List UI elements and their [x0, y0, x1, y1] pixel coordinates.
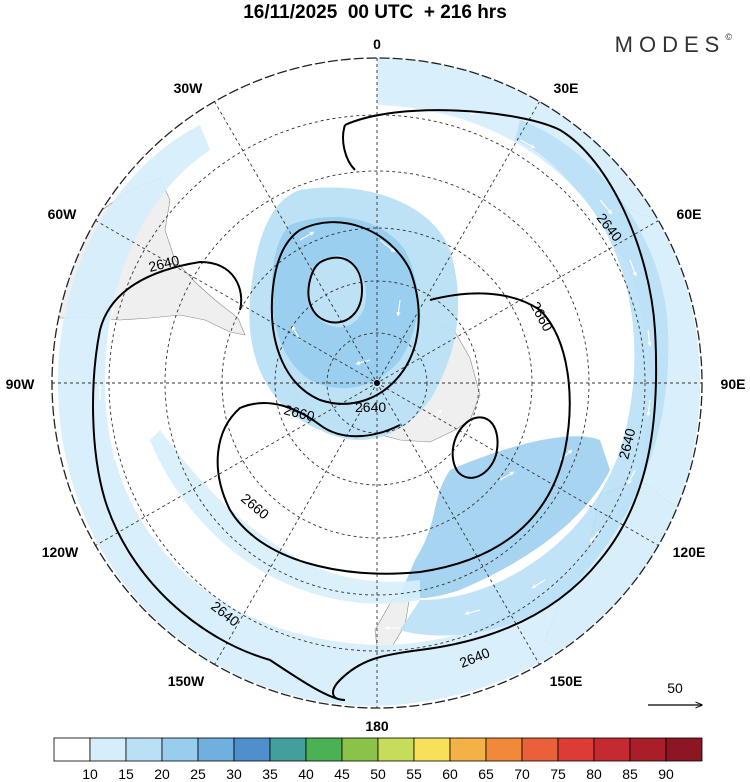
wind-arrow — [589, 529, 601, 543]
wind-arrow — [226, 591, 241, 601]
colorbar-swatch — [521, 737, 559, 762]
shade-upper-cyclone-core — [271, 217, 418, 389]
colorbar-tick-label: 40 — [298, 766, 314, 782]
colorbar-swatch — [557, 737, 595, 762]
colorbar-tick-label: 85 — [622, 766, 638, 782]
colorbar-tick-label: 70 — [514, 766, 530, 782]
wind-arrows — [97, 109, 652, 631]
colorbar-swatch — [485, 737, 523, 762]
wind-arrow — [109, 305, 116, 321]
wind-arrow — [379, 239, 396, 253]
wind-arrow — [519, 139, 536, 149]
colorbar-swatch — [89, 737, 127, 762]
lon-label-60w: 60W — [48, 206, 78, 222]
colorbar-tick-label: 25 — [190, 766, 206, 782]
colorbar-tick-label: 35 — [262, 766, 278, 782]
colorbar-tick-label: 20 — [154, 766, 170, 782]
colorbar-tick-label: 10 — [82, 766, 98, 782]
wind-reference-value: 50 — [667, 680, 683, 696]
colorbar-swatch — [413, 737, 451, 762]
lon-label-90w: 90W — [6, 376, 36, 392]
colorbar-swatch — [305, 737, 343, 762]
wind-arrow — [599, 199, 613, 215]
longitude-labels: 0 30E 60E 90E 120E 150E 180 150W 120W 90… — [6, 36, 746, 734]
brand-mark: © — [725, 32, 732, 42]
wind-arrow — [159, 527, 171, 541]
colorbar-swatch — [269, 737, 307, 762]
lon-label-120e: 120E — [673, 544, 706, 560]
lon-label-30w: 30W — [174, 80, 204, 96]
contour-2660-small-low — [451, 416, 499, 479]
wind-arrow — [627, 469, 636, 485]
lon-label-150e: 150E — [550, 673, 583, 689]
colorbar-tick-label: 15 — [118, 766, 134, 782]
contour-label: 2660 — [282, 401, 316, 424]
wind-arrow — [429, 409, 443, 421]
wind-arrow — [113, 455, 121, 471]
colorbar-swatch — [665, 737, 703, 762]
colorbar-swatch — [341, 737, 379, 762]
colorbar-swatch — [53, 737, 91, 762]
contour-2660-inner — [216, 292, 571, 575]
colorbar-tick-label: 75 — [550, 766, 566, 782]
lon-label-90e: 90E — [721, 376, 746, 392]
colorbar: 10 15 20 25 30 35 40 45 50 55 60 65 70 75 80 85 90 — [53, 737, 703, 782]
colorbar-tick-label: 50 — [370, 766, 386, 782]
contour-2620-cyclone — [307, 256, 364, 324]
colorbar-tick-label: 65 — [478, 766, 494, 782]
colorbar-tick-label: 30 — [226, 766, 242, 782]
wind-arrow — [647, 329, 652, 347]
wind-arrow — [355, 359, 371, 366]
colorbar-swatch — [161, 737, 199, 762]
wind-arrow — [396, 299, 401, 317]
lon-label-30e: 30E — [554, 80, 579, 96]
wind-arrow — [299, 539, 317, 547]
colorbar-tick-label: 55 — [406, 766, 422, 782]
wind-arrow — [531, 579, 546, 589]
colorbar-tick-label: 45 — [334, 766, 350, 782]
contour-2640-outer — [92, 109, 658, 701]
wind-arrow — [219, 479, 235, 493]
colorbar-tick-label: 90 — [658, 766, 674, 782]
colorbar-swatch — [125, 737, 163, 762]
contour-label: 2640 — [355, 399, 386, 415]
wind-arrow — [629, 259, 637, 277]
colorbar-swatch — [233, 737, 271, 762]
wind-reference: 50 — [648, 680, 702, 705]
colorbar-swatch — [629, 737, 667, 762]
colorbar-swatch — [377, 737, 415, 762]
wind-arrow — [304, 619, 321, 626]
map-title: 16/11/2025 00 UTC + 216 hrs — [243, 2, 507, 23]
brand-logo: MODES© — [615, 32, 732, 58]
colorbar-tick-label: 60 — [442, 766, 458, 782]
lon-label-180: 180 — [365, 718, 389, 734]
contour-2640-center — [270, 221, 420, 405]
wind-arrow — [464, 609, 481, 616]
contours — [92, 109, 658, 701]
lon-label-0: 0 — [373, 36, 381, 52]
wind-arrow — [499, 471, 515, 481]
brand-name: MODES — [614, 32, 726, 57]
map-boundary — [51, 57, 703, 709]
colorbar-tick-label: 80 — [586, 766, 602, 782]
lon-label-60e: 60E — [677, 206, 702, 222]
contour-label: 2640 — [147, 252, 181, 275]
colorbar-swatch — [197, 737, 235, 762]
lon-label-150w: 150W — [168, 673, 205, 689]
wind-arrow — [646, 399, 651, 417]
shade-left-arc — [150, 430, 420, 604]
south-pole-marker — [374, 380, 380, 386]
colorbar-swatch — [593, 737, 631, 762]
colorbar-swatch — [449, 737, 487, 762]
lon-label-120w: 120W — [42, 544, 79, 560]
shade-right-jet — [400, 120, 669, 636]
wind-arrow — [299, 231, 315, 241]
contour-label: 2640 — [615, 426, 638, 460]
